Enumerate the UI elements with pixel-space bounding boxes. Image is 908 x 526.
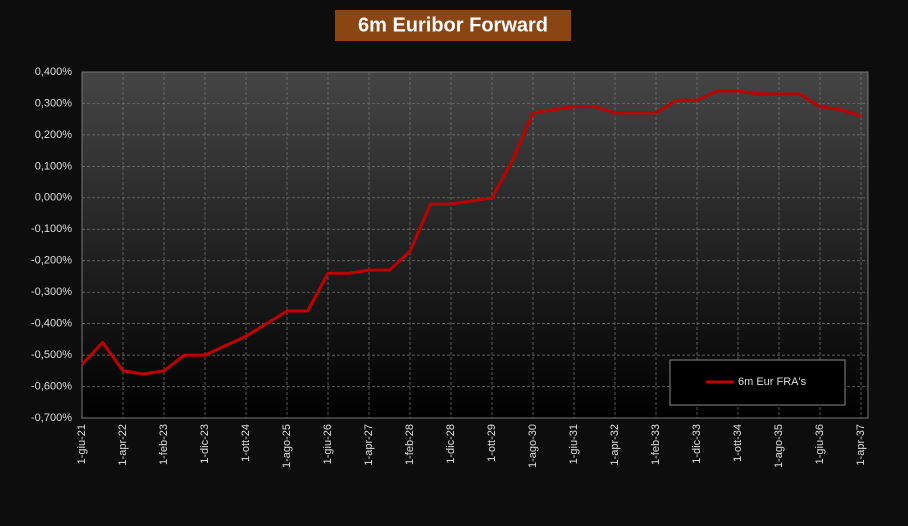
x-tick-label: 1-ago-25 [281,424,293,468]
x-tick-label: 1-ott-29 [486,424,498,462]
y-tick-label: 0,000% [35,192,73,204]
y-tick-label: -0,100% [31,223,72,235]
x-tick-label: 1-ago-35 [773,424,785,468]
x-tick-label: 1-ott-34 [732,424,744,462]
y-tick-label: 0,100% [35,160,73,172]
x-tick-label: 1-giu-21 [76,424,88,464]
x-tick-label: 1-giu-26 [322,424,334,464]
legend [669,359,846,406]
x-tick-label: 1-apr-22 [117,424,129,466]
y-tick-label: -0,400% [31,318,72,330]
x-tick-label: 1-apr-32 [609,424,621,466]
y-tick-label: -0,600% [31,380,72,392]
x-tick-label: 1-dic-28 [445,424,457,464]
x-tick-label: 1-giu-36 [814,424,826,464]
x-tick-label: 1-ago-30 [527,424,539,468]
title-box [335,10,571,41]
x-tick-label: 1-apr-37 [855,424,867,466]
y-tick-label: -0,500% [31,349,72,361]
line [80,89,862,376]
x-tick-label: 1-ott-24 [240,424,252,462]
y-tick-label: 0,200% [35,129,73,141]
legend-label: 6m Eur FRA's [738,376,807,388]
x-tick-label: 1-feb-23 [158,424,170,465]
y-tick-label: -0,300% [31,286,72,298]
x-tick-label: 1-dic-23 [199,424,211,464]
x-tick-label: 1-apr-27 [363,424,375,466]
y-tick-label: 0,400% [35,66,73,78]
x-tick-label: 1-feb-28 [404,424,416,465]
y-tick-label: 0,300% [35,97,73,109]
y-tick-label: -0,700% [31,412,72,424]
chart-title: 6m Euribor Forward [358,14,548,36]
x-tick-label: 1-feb-33 [650,424,662,465]
y-tick-label: -0,200% [31,255,72,267]
x-tick-label: 1-giu-31 [568,424,580,464]
x-tick-label: 1-dic-33 [691,424,703,464]
